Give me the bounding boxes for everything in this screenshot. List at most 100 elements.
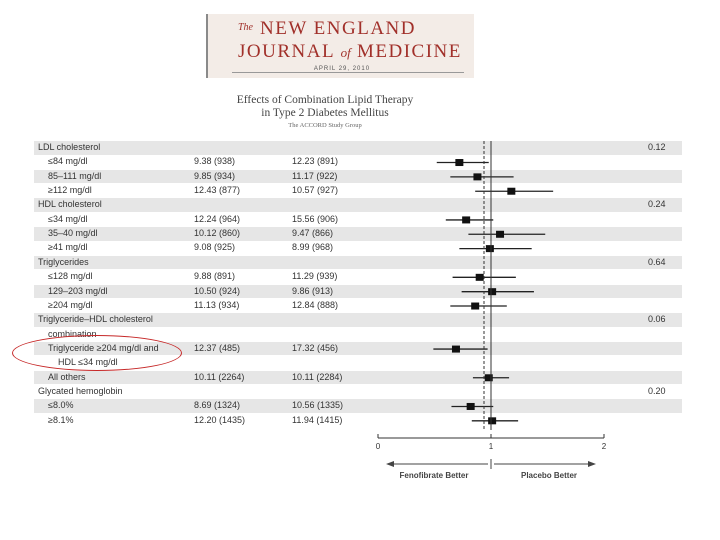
fenofibrate-rate: 9.88 (891) (194, 271, 236, 282)
fenofibrate-rate: 12.43 (877) (194, 185, 241, 196)
point-estimate (473, 173, 482, 181)
row-label: ≥41 mg/dl (48, 242, 88, 253)
row-label: 85–111 mg/dl (48, 170, 102, 181)
fenofibrate-rate: 11.13 (934) (194, 299, 240, 310)
table-row: ≥112 mg/dl 12.43 (877) 10.57 (927) (34, 184, 682, 198)
row-label: ≤34 mg/dl (48, 213, 88, 224)
masthead-journal-of-medicine: JOURNAL of MEDICINE (238, 41, 462, 63)
table-row: 35–40 mg/dl 10.12 (860) 9.47 (866) (34, 227, 682, 241)
placebo-rate: 15.56 (906) (292, 213, 339, 224)
fenofibrate-rate: 9.38 (938) (194, 156, 236, 167)
row-label: ≤8.0% (48, 400, 74, 411)
figure-title-line2: in Type 2 Diabetes Mellitus (261, 107, 389, 119)
masthead-rule (232, 72, 464, 73)
figure-subtitle: The ACCORD Study Group (288, 122, 362, 129)
x-tick-label: 0 (376, 442, 381, 451)
fenofibrate-rate: 10.11 (2264) (194, 371, 245, 382)
placebo-rate: 17.32 (456) (292, 342, 339, 353)
interaction-p-value: 0.06 (648, 314, 666, 325)
masthead-medicine: MEDICINE (356, 41, 462, 62)
fenofibrate-arrow-head (386, 461, 394, 467)
interaction-p-value: 0.24 (648, 199, 666, 210)
row-label: Glycated hemoglobin (38, 385, 123, 396)
masthead-of: of (340, 45, 351, 60)
fenofibrate-rate: 10.12 (860) (194, 228, 241, 239)
fenofibrate-rate: 12.24 (964) (194, 213, 241, 224)
point-estimate (485, 245, 494, 253)
placebo-rate: 12.84 (888) (292, 299, 339, 310)
point-estimate (455, 159, 464, 167)
fenofibrate-rate: 9.85 (934) (194, 170, 236, 181)
x-tick-label: 1 (489, 442, 494, 451)
row-label: All others (48, 371, 86, 382)
table-row: ≥8.1% 12.20 (1435) 11.94 (1415) (34, 414, 682, 428)
placebo-rate: 10.56 (1335) (292, 400, 344, 411)
fenofibrate-rate: 10.50 (924) (194, 285, 241, 296)
point-estimate (466, 402, 475, 410)
row-label: 129–203 mg/dl (48, 285, 108, 296)
placebo-rate: 10.11 (2284) (292, 371, 343, 382)
point-estimate (471, 302, 480, 310)
fenofibrate-rate: 12.37 (485) (194, 342, 241, 353)
row-label: ≥204 mg/dl (48, 299, 93, 310)
placebo-rate: 11.29 (939) (292, 271, 338, 282)
group-row: Triglycerides 0.64 (34, 255, 682, 270)
table-row: ≤8.0% 8.69 (1324) 10.56 (1335) (34, 399, 682, 413)
fenofibrate-rate: 12.20 (1435) (194, 414, 246, 425)
row-label: HDL cholesterol (38, 199, 102, 210)
group-row: Glycated hemoglobin 0.20 (34, 385, 682, 399)
row-label: Triglyceride–HDL cholesterol (38, 314, 153, 325)
highlight-circle (12, 335, 182, 371)
placebo-arrow-head (588, 461, 596, 467)
figure-title-line1: Effects of Combination Lipid Therapy (236, 94, 414, 106)
group-row: HDL cholesterol 0.24 (34, 198, 682, 212)
placebo-rate: 10.57 (927) (292, 185, 339, 196)
table-row: 129–203 mg/dl 10.50 (924) 9.86 (913) (34, 284, 682, 298)
masthead-journal: JOURNAL (238, 41, 335, 62)
interaction-p-value: 0.64 (648, 256, 666, 267)
placebo-rate: 8.99 (968) (292, 242, 334, 253)
point-estimate (488, 288, 497, 296)
point-estimate (451, 345, 460, 353)
placebo-rate: 9.86 (913) (292, 285, 334, 296)
table-row: combination (34, 328, 682, 342)
journal-masthead: The NEW ENGLAND JOURNAL of MEDICINE APRI… (206, 14, 474, 78)
table-row: All others 10.11 (2264) 10.11 (2284) (34, 370, 682, 385)
table-row: ≤84 mg/dl 9.38 (938) 12.23 (891) (34, 155, 682, 169)
table-row: ≤128 mg/dl 9.88 (891) 11.29 (939) (34, 270, 682, 284)
row-label: ≥112 mg/dl (48, 185, 92, 196)
masthead-date: APRIL 29, 2010 (313, 66, 371, 72)
row-label: 35–40 mg/dl (48, 228, 98, 239)
group-row: Triglyceride–HDL cholesterol 0.06 (34, 313, 682, 327)
fenofibrate-rate: 9.08 (925) (194, 242, 236, 253)
group-row: LDL cholesterol 0.12 (34, 141, 682, 155)
placebo-better-label: Placebo Better (521, 471, 577, 480)
point-estimate (484, 374, 493, 382)
row-label: combination (48, 328, 97, 339)
table-row: ≤34 mg/dl 12.24 (964) 15.56 (906) (34, 213, 682, 227)
row-label: ≥8.1% (48, 414, 74, 425)
placebo-rate: 11.94 (1415) (292, 414, 343, 425)
table-row: ≥41 mg/dl 9.08 (925) 8.99 (968) (34, 241, 682, 255)
point-estimate (496, 230, 505, 238)
row-label: ≤128 mg/dl (48, 271, 93, 282)
interaction-p-value: 0.20 (648, 385, 666, 396)
table-row: ≥204 mg/dl 11.13 (934) 12.84 (888) (34, 299, 682, 313)
placebo-rate: 11.17 (922) (292, 170, 338, 181)
point-estimate (507, 187, 516, 195)
point-estimate (488, 417, 497, 425)
fenofibrate-rate: 8.69 (1324) (194, 400, 241, 411)
fenofibrate-better-label: Fenofibrate Better (400, 471, 469, 480)
masthead-new-england: NEW ENGLAND (260, 18, 416, 39)
row-label: Triglycerides (38, 256, 89, 267)
row-label: ≤84 mg/dl (48, 156, 88, 167)
point-estimate (475, 273, 484, 281)
x-tick-label: 2 (602, 442, 607, 451)
figure-title: Effects of Combination Lipid Therapy in … (200, 94, 450, 120)
placebo-rate: 9.47 (866) (292, 228, 334, 239)
masthead-the: The (238, 22, 253, 33)
point-estimate (462, 216, 471, 224)
table-row: 85–111 mg/dl 9.85 (934) 11.17 (922) (34, 169, 682, 184)
row-label: LDL cholesterol (38, 142, 101, 152)
